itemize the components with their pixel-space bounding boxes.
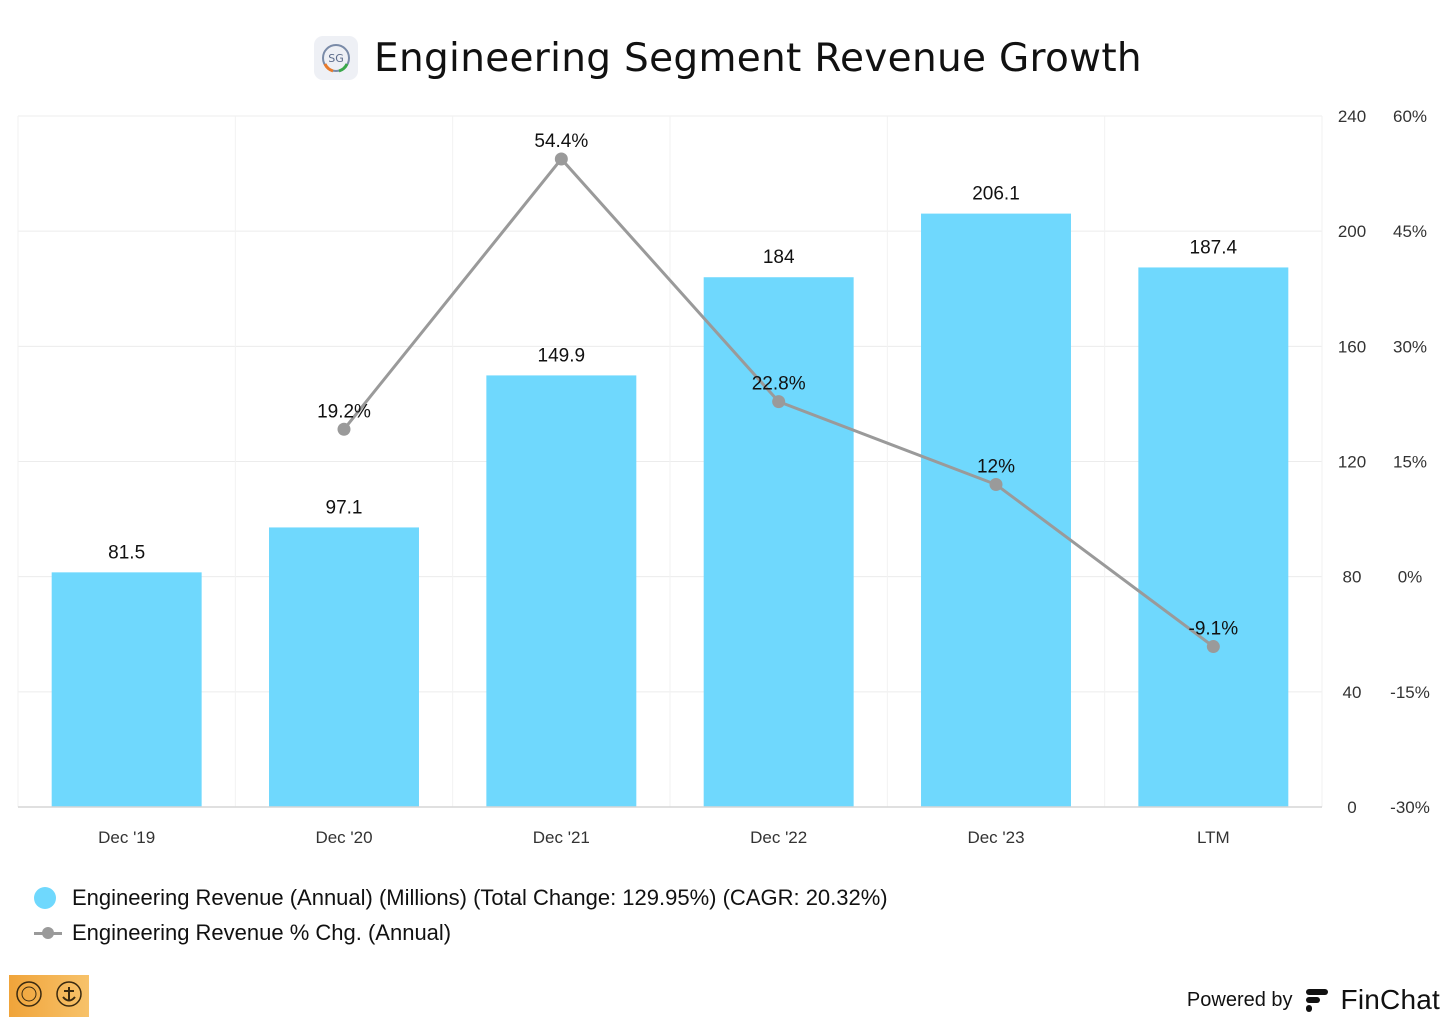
bar-series — [51, 213, 1289, 807]
y-left-tick-label: 200 — [1338, 222, 1366, 241]
y-left-tick-label: 0 — [1347, 798, 1356, 817]
pct-change-point — [772, 395, 786, 409]
y-left-tick-label: 160 — [1338, 337, 1366, 356]
pct-change-label: 19.2% — [317, 401, 371, 422]
chart-title: Engineering Segment Revenue Growth — [374, 35, 1142, 81]
revenue-bar-label: 184 — [763, 247, 795, 268]
revenue-bar — [1138, 267, 1289, 807]
powered-by-text: Powered by — [1186, 988, 1293, 1011]
company-logo-text: SG — [328, 52, 344, 65]
chart-header: SG Engineering Segment Revenue Growth — [0, 30, 1456, 86]
pct-change-label: -9.1% — [1189, 619, 1239, 640]
x-tick-label: LTM — [1197, 828, 1230, 847]
x-tick-label: Dec '22 — [750, 828, 807, 847]
legend-item-revenue[interactable]: Engineering Revenue (Annual) (Millions) … — [34, 880, 888, 915]
x-tick-label: Dec '23 — [967, 828, 1024, 847]
axes: 0 40 80 120 160 200 240 -30% -15% 0% 15% 30% 45% 60% D… — [18, 107, 1430, 847]
watermark-logo — [9, 975, 89, 1017]
x-tick-label: Dec '19 — [98, 828, 155, 847]
pct-change-label: 22.8% — [752, 374, 806, 395]
legend-label-pct-change: Engineering Revenue % Chg. (Annual) — [72, 919, 452, 945]
grid-lines — [17, 115, 1323, 807]
company-logo-icon: SG — [322, 44, 351, 73]
y-right-tick-label: -15% — [1390, 683, 1430, 702]
revenue-bar-label: 206.1 — [972, 184, 1020, 205]
revenue-bar-label: 187.4 — [1190, 237, 1238, 258]
legend-item-pct-change[interactable]: Engineering Revenue % Chg. (Annual) — [34, 915, 888, 950]
company-logo: SG — [314, 36, 359, 80]
y-right-tick-label: 45% — [1393, 222, 1427, 241]
legend-swatch-pct-change — [34, 922, 62, 944]
y-right-tick-label: 30% — [1393, 337, 1427, 356]
y-left-tick-label: 240 — [1338, 107, 1366, 126]
y-left-tick-label: 120 — [1338, 453, 1366, 472]
legend-label-revenue: Engineering Revenue (Annual) (Millions) … — [72, 884, 888, 910]
finchat-logo-icon — [1305, 989, 1328, 1012]
data-labels: 81.5 97.1 149.9 184 206.1 187.4 19.2% 54.4% 22.8… — [108, 131, 1238, 640]
revenue-bar — [486, 375, 637, 807]
y-right-tick-label: 15% — [1393, 453, 1427, 472]
pct-change-point — [337, 422, 351, 436]
watermark-anchor-icon — [54, 979, 84, 1014]
y-right-tick-label: 0% — [1398, 568, 1423, 587]
y-left-tick-label: 40 — [1343, 683, 1362, 702]
pct-change-point — [554, 152, 568, 166]
pct-change-point — [1206, 640, 1220, 654]
chart-plot: 81.5 97.1 149.9 184 206.1 187.4 19.2% 54.4% 22.8… — [17, 107, 1430, 847]
pct-change-label: 54.4% — [534, 131, 588, 152]
x-tick-label: Dec '20 — [315, 828, 372, 847]
finchat-brand[interactable]: FinChat — [1340, 984, 1440, 1015]
pct-change-label: 12% — [977, 457, 1015, 478]
revenue-bar — [921, 213, 1071, 807]
watermark-seal-icon — [14, 979, 44, 1014]
legend-swatch-revenue — [34, 886, 56, 909]
revenue-bar-label: 81.5 — [108, 542, 145, 563]
revenue-bar — [269, 527, 419, 807]
y-right-tick-label: -30% — [1390, 798, 1430, 817]
x-tick-label: Dec '21 — [533, 828, 590, 847]
revenue-bar-label: 149.9 — [538, 345, 586, 366]
y-left-tick-label: 80 — [1343, 568, 1362, 587]
revenue-bar-label: 97.1 — [326, 497, 363, 518]
revenue-bar — [51, 572, 202, 807]
chart-legend: Engineering Revenue (Annual) (Millions) … — [34, 880, 888, 950]
powered-by: Powered by FinChat — [1187, 984, 1440, 1016]
pct-change-point — [989, 478, 1003, 492]
line-series — [337, 152, 1220, 654]
revenue-bar — [703, 277, 854, 807]
y-right-tick-label: 60% — [1393, 107, 1427, 126]
